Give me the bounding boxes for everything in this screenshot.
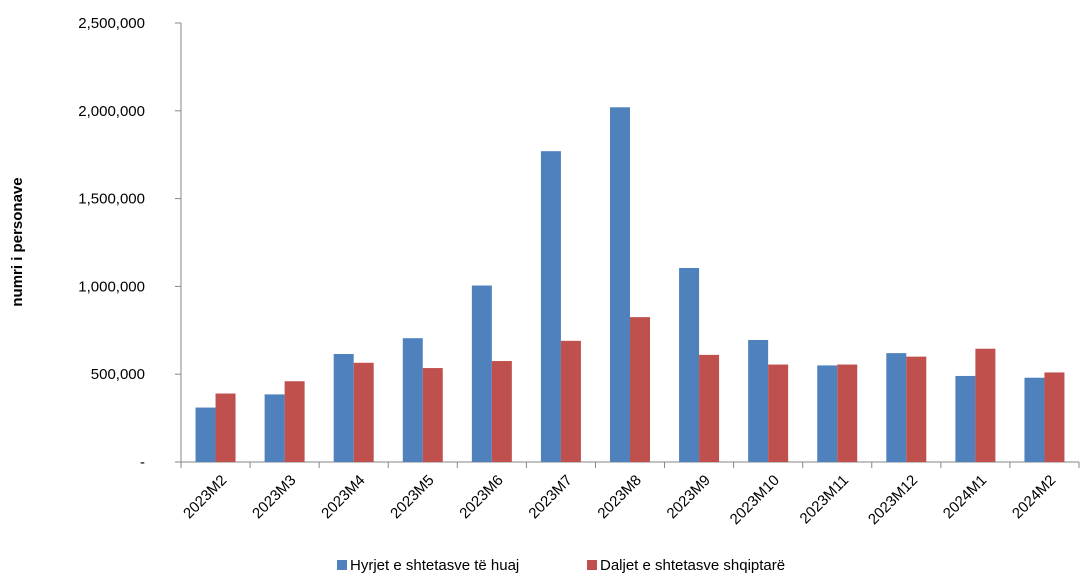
legend-swatch bbox=[587, 560, 597, 570]
bar bbox=[560, 340, 581, 462]
bar bbox=[699, 354, 720, 462]
y-tick-label: 1,000,000 bbox=[78, 278, 145, 295]
x-tick-label: 2023M4 bbox=[318, 472, 368, 522]
bar bbox=[540, 151, 561, 463]
y-tick-label: 1,500,000 bbox=[78, 191, 145, 208]
legend: Hyrjet e shtetasve të huaj Daljet e shte… bbox=[337, 557, 785, 574]
bar bbox=[679, 267, 700, 462]
bar bbox=[1024, 377, 1045, 462]
x-tick-label: 2024M2 bbox=[1009, 472, 1059, 522]
bar bbox=[817, 365, 838, 462]
x-axis: 2023M2 2023M3 2023M4 2023M5 2023M6 2023M7 2023… bbox=[180, 461, 1080, 528]
x-tick-label: 2023M3 bbox=[249, 472, 299, 522]
y-tick-label: - bbox=[140, 454, 145, 471]
legend-label: Daljet e shtetasve shqiptarë bbox=[600, 557, 785, 574]
bars bbox=[195, 107, 1065, 463]
bar bbox=[264, 394, 285, 462]
x-tick-label: 2023M5 bbox=[387, 472, 437, 522]
y-tick-label: 2,500,000 bbox=[78, 15, 145, 32]
legend-label: Hyrjet e shtetasve të huaj bbox=[350, 557, 519, 574]
legend-item: Daljet e shtetasve shqiptarë bbox=[587, 557, 785, 574]
bar bbox=[837, 364, 858, 462]
x-tick-label: 2023M10 bbox=[727, 472, 783, 528]
x-tick-label: 2023M7 bbox=[525, 472, 575, 522]
bar bbox=[402, 338, 423, 462]
y-tick-label: 500,000 bbox=[91, 366, 145, 383]
bar bbox=[1044, 372, 1065, 462]
legend-item: Hyrjet e shtetasve të huaj bbox=[337, 557, 519, 574]
bar bbox=[886, 353, 907, 462]
bar bbox=[422, 368, 443, 462]
x-tick-label: 2023M6 bbox=[456, 472, 506, 522]
bar bbox=[906, 356, 927, 462]
x-tick-label: 2024M1 bbox=[940, 472, 990, 522]
y-axis-label: numri i personave bbox=[9, 177, 26, 306]
bar bbox=[955, 375, 976, 462]
x-tick-label: 2023M8 bbox=[594, 472, 644, 522]
x-tick-label: 2023M9 bbox=[664, 472, 714, 522]
bar bbox=[471, 285, 492, 462]
bar bbox=[610, 107, 630, 463]
y-tick-label: 2,000,000 bbox=[78, 103, 145, 120]
y-axis: - 500,000 1,000,000 1,500,000 2,000,000 2,500… bbox=[78, 15, 182, 471]
bar bbox=[284, 381, 305, 462]
bar bbox=[768, 364, 789, 462]
legend-swatch bbox=[337, 560, 347, 570]
bar bbox=[333, 354, 354, 462]
x-tick-label: 2023M11 bbox=[797, 472, 852, 527]
bar bbox=[491, 361, 512, 462]
x-tick-label: 2023M2 bbox=[180, 472, 230, 522]
bar bbox=[975, 348, 996, 462]
x-tick-label: 2023M12 bbox=[865, 472, 921, 528]
bar bbox=[748, 339, 769, 462]
bar bbox=[630, 317, 650, 462]
bar bbox=[353, 362, 374, 462]
bar bbox=[215, 393, 236, 462]
bar bbox=[195, 407, 216, 462]
